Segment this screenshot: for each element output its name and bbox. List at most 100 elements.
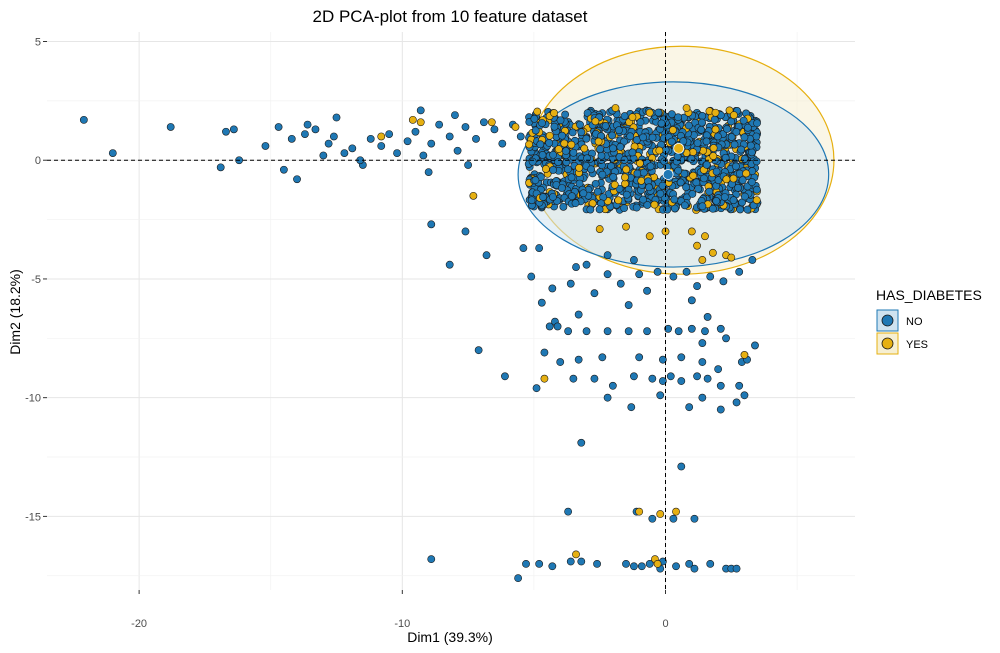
legend-title: HAS_DIABETES [876, 287, 982, 303]
point-no [690, 514, 699, 523]
point-no [332, 113, 341, 122]
point-no [564, 507, 573, 516]
dense-point [655, 146, 664, 155]
x-tick-label: -20 [131, 618, 147, 630]
point-no [616, 279, 625, 288]
dense-point [702, 137, 711, 146]
point-no [643, 286, 651, 295]
dense-point [628, 148, 637, 157]
dense-point [648, 133, 657, 142]
dense-point [711, 125, 720, 134]
point-no [577, 557, 586, 566]
dense-point [729, 174, 738, 183]
point-no [732, 564, 741, 573]
point-no [537, 298, 546, 307]
point-yes [487, 118, 496, 127]
point-yes [682, 104, 691, 112]
point-no [643, 327, 651, 336]
dense-point [689, 171, 698, 180]
point-no [698, 393, 707, 402]
dense-point [720, 193, 729, 202]
point-no [411, 127, 420, 136]
dense-point [670, 195, 679, 204]
point-no [590, 374, 599, 383]
point-no [732, 398, 741, 407]
point-no [603, 393, 612, 402]
dense-point [702, 160, 711, 169]
dense-point [639, 133, 647, 142]
point-no [582, 260, 591, 269]
dense-point [700, 174, 708, 183]
point-no [716, 405, 725, 414]
point-no [464, 161, 473, 169]
point-no [682, 267, 691, 276]
dense-point [732, 162, 740, 171]
point-no [461, 123, 470, 131]
dense-point [582, 134, 591, 143]
point-yes [653, 559, 662, 568]
point-yes [511, 123, 520, 131]
dense-point [689, 148, 697, 157]
point-no [274, 123, 283, 131]
dense-point [752, 185, 761, 194]
point-no [716, 324, 725, 333]
dense-point [698, 118, 706, 127]
point-no [603, 270, 612, 279]
point-no [474, 346, 483, 355]
point-no [393, 149, 401, 157]
point-no [435, 120, 444, 129]
point-no [714, 365, 723, 374]
point-yes [611, 104, 620, 112]
dense-point [556, 116, 565, 125]
dense-point [597, 151, 606, 160]
point-yes [469, 191, 478, 200]
dense-point [528, 157, 537, 166]
dense-point [593, 187, 602, 196]
x-axis-title: Dim1 (39.3%) [407, 629, 493, 645]
dense-point [709, 152, 718, 160]
dense-point [742, 169, 751, 178]
point-no [658, 377, 667, 385]
point-no [566, 279, 575, 288]
dense-point [712, 197, 721, 205]
dense-point [740, 133, 749, 142]
point-no [540, 348, 549, 357]
dense-point [561, 110, 570, 119]
dense-point [709, 144, 718, 152]
point-no [535, 244, 544, 252]
dense-point [601, 122, 610, 130]
dense-point [746, 141, 755, 150]
point-yes [687, 227, 696, 236]
dense-point [562, 158, 571, 167]
dense-point [550, 109, 558, 117]
dense-point [558, 184, 566, 192]
point-yes [740, 351, 749, 359]
point-no [593, 559, 601, 568]
point-no [637, 562, 646, 571]
point-no [566, 557, 575, 566]
point-no [656, 391, 665, 400]
point-no [419, 151, 428, 160]
dense-point [632, 203, 641, 212]
dense-point [549, 166, 558, 174]
point-no [427, 139, 436, 148]
dense-point [554, 145, 563, 154]
dense-point [596, 145, 604, 154]
point-no [445, 132, 454, 141]
point-no [672, 562, 680, 571]
point-no [630, 562, 638, 571]
dense-point [752, 196, 761, 204]
dense-point [564, 165, 572, 174]
dense-point [740, 155, 749, 163]
point-yes [622, 222, 630, 231]
point-no [319, 151, 328, 160]
point-yes [727, 253, 736, 262]
point-no [577, 438, 586, 447]
point-no [698, 358, 707, 366]
dense-point [620, 112, 629, 120]
point-no [716, 381, 725, 390]
dense-point [657, 119, 666, 128]
point-no [624, 301, 633, 309]
dense-point [595, 205, 604, 214]
point-no [548, 562, 557, 571]
